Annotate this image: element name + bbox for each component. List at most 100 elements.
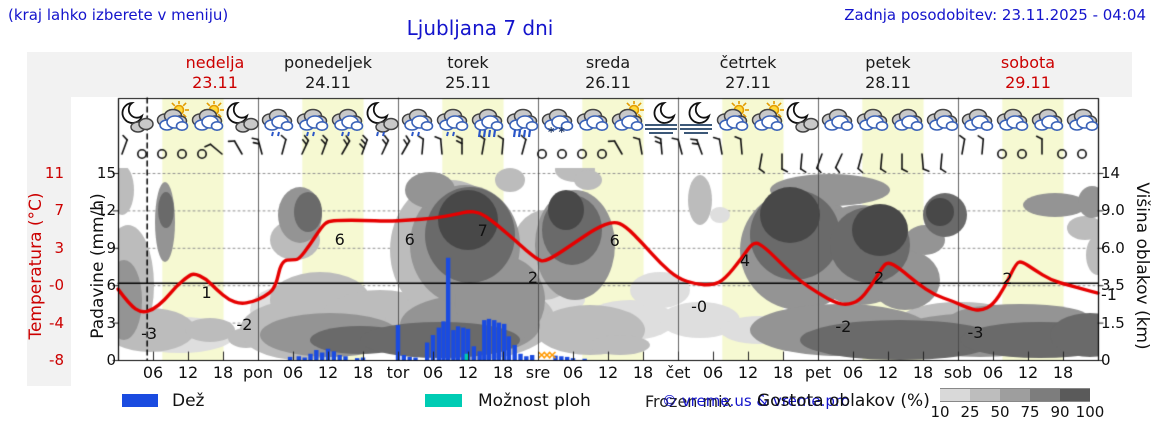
hour-label: 12: [317, 363, 339, 382]
hour-label: 12: [597, 363, 619, 382]
hour-label: 18: [912, 363, 934, 382]
temp-value-label: -1: [1101, 285, 1117, 305]
day-name: petek: [865, 53, 911, 72]
day-name: torek: [447, 53, 489, 72]
temp-value-label: 6: [334, 230, 345, 250]
hour-label: 06: [982, 363, 1004, 382]
hour-label: tor: [386, 363, 410, 382]
copyright-link[interactable]: © vreme.us & vreme.pro: [662, 392, 850, 410]
cloud-colorbar-tick: 50: [990, 403, 1010, 421]
hour-label: čet: [665, 363, 691, 382]
weather-icon-sun-cloud: [188, 100, 224, 140]
weather-icon-sun-cloud: [748, 100, 784, 140]
weather-icon-cloud: [573, 100, 609, 140]
weather-icon-sun-cloud: [153, 100, 189, 140]
day-name: četrtek: [719, 53, 777, 72]
temp-tick: 7: [54, 201, 64, 220]
weather-icon-moon-drizzle: [363, 100, 399, 140]
day-date: 25.11: [445, 73, 491, 92]
day-name: nedelja: [185, 53, 245, 72]
temp-axis-title: Temperatura (°C): [26, 192, 46, 340]
cloud-axis-title: Višina oblakov (km): [1132, 182, 1152, 350]
day-date: 28.11: [865, 73, 911, 92]
cloud-colorbar-tick: 90: [1050, 403, 1070, 421]
day-name: ponedeljek: [284, 53, 372, 72]
cloud-density-label: Gostota oblakov (%): [757, 391, 930, 411]
hour-label: pon: [242, 363, 274, 382]
precip-tick: 6: [106, 276, 116, 295]
temp-value-label: -2: [835, 316, 852, 336]
cloud-colorbar-segment: [1000, 388, 1030, 402]
weather-icon-cloud: [888, 100, 924, 140]
temp-tick: -8: [49, 351, 64, 369]
weather-icon-sun-cloud: [608, 100, 644, 140]
temp-value-label: -0: [691, 297, 708, 317]
temp-value-label: 2: [874, 267, 885, 287]
weather-icon-cloud: [923, 100, 959, 140]
temp-value-label: -3: [141, 323, 158, 343]
temp-value-label: 7: [477, 221, 488, 241]
cloud-colorbar-segment: [1030, 388, 1060, 402]
hour-label: 06: [422, 363, 444, 382]
cloud-colorbar-tick: 10: [930, 403, 950, 421]
weather-icon-drizzle: [433, 100, 469, 140]
weather-icon-drizzle: [398, 100, 434, 140]
weather-icon-cloud: [853, 100, 889, 140]
cloud-colorbar-segment: [940, 388, 970, 402]
location-hint: (kraj lahko izberete v meniju): [8, 6, 229, 24]
precip-tick: 12: [96, 201, 116, 220]
day-date: 29.11: [1005, 73, 1051, 92]
cloud-tick: 1.5: [1101, 313, 1125, 332]
cloud-tick: 0: [1101, 351, 1111, 369]
hour-label: pet: [804, 363, 832, 382]
cloud-tick: 3.5: [1101, 276, 1125, 295]
precip-axis-title: Padavine (mm/h): [88, 193, 108, 339]
hour-label: 18: [632, 363, 654, 382]
showers-legend-label: Možnost ploh: [478, 391, 591, 411]
precip-tick: 3: [106, 313, 116, 332]
hour-label: 12: [737, 363, 759, 382]
weather-icon-moon-fog: [643, 100, 679, 140]
rain-legend-swatch: [122, 394, 158, 407]
hour-label: sre: [525, 363, 551, 382]
weather-icon-drizzle: [258, 100, 294, 140]
weather-icon-drizzle: [328, 100, 364, 140]
weather-icon-snow: * *: [538, 100, 574, 140]
cloud-colorbar-tick: 25: [960, 403, 980, 421]
cloud-colorbar-segment: [1060, 388, 1090, 402]
hour-label: 18: [1052, 363, 1074, 382]
hour-label: 06: [842, 363, 864, 382]
hour-label: sob: [943, 363, 973, 382]
temp-value-label: 6: [609, 231, 620, 251]
temp-value-label: -3: [967, 322, 984, 342]
day-date: 27.11: [725, 73, 771, 92]
hour-label: 06: [142, 363, 164, 382]
hour-label: 12: [177, 363, 199, 382]
weather-icon-cloud: [1028, 100, 1064, 140]
cloud-tick: 9.0: [1101, 201, 1125, 220]
frozen-legend-label: Frozen mix: [645, 392, 733, 411]
hour-label: 18: [212, 363, 234, 382]
showers-legend-swatch: [425, 394, 462, 407]
last-update: Zadnja posodobitev: 23.11.2025 - 04:04: [844, 6, 1146, 24]
temp-tick: 11: [44, 164, 64, 182]
temp-tick: 3: [54, 238, 64, 257]
cloud-tick: 6.0: [1101, 238, 1125, 257]
weather-icon-moon-cloud: [223, 100, 259, 140]
precip-tick: 9: [106, 238, 116, 257]
cloud-tick: 14: [1101, 164, 1121, 182]
weather-icon-moon-cloud: [783, 100, 819, 140]
temp-value-label: -2: [236, 314, 253, 334]
hour-label: 12: [1017, 363, 1039, 382]
hour-label: 12: [877, 363, 899, 382]
cloud-colorbar-tick: 75: [1020, 403, 1040, 421]
hour-label: 18: [352, 363, 374, 382]
weather-icon-cloud: [993, 100, 1029, 140]
hour-label: 06: [562, 363, 584, 382]
precip-tick: 0: [106, 351, 116, 369]
svg-text:* *: * *: [548, 125, 565, 139]
hour-label: 06: [282, 363, 304, 382]
hour-label: 06: [702, 363, 724, 382]
temp-value-label: 2: [1002, 268, 1013, 288]
